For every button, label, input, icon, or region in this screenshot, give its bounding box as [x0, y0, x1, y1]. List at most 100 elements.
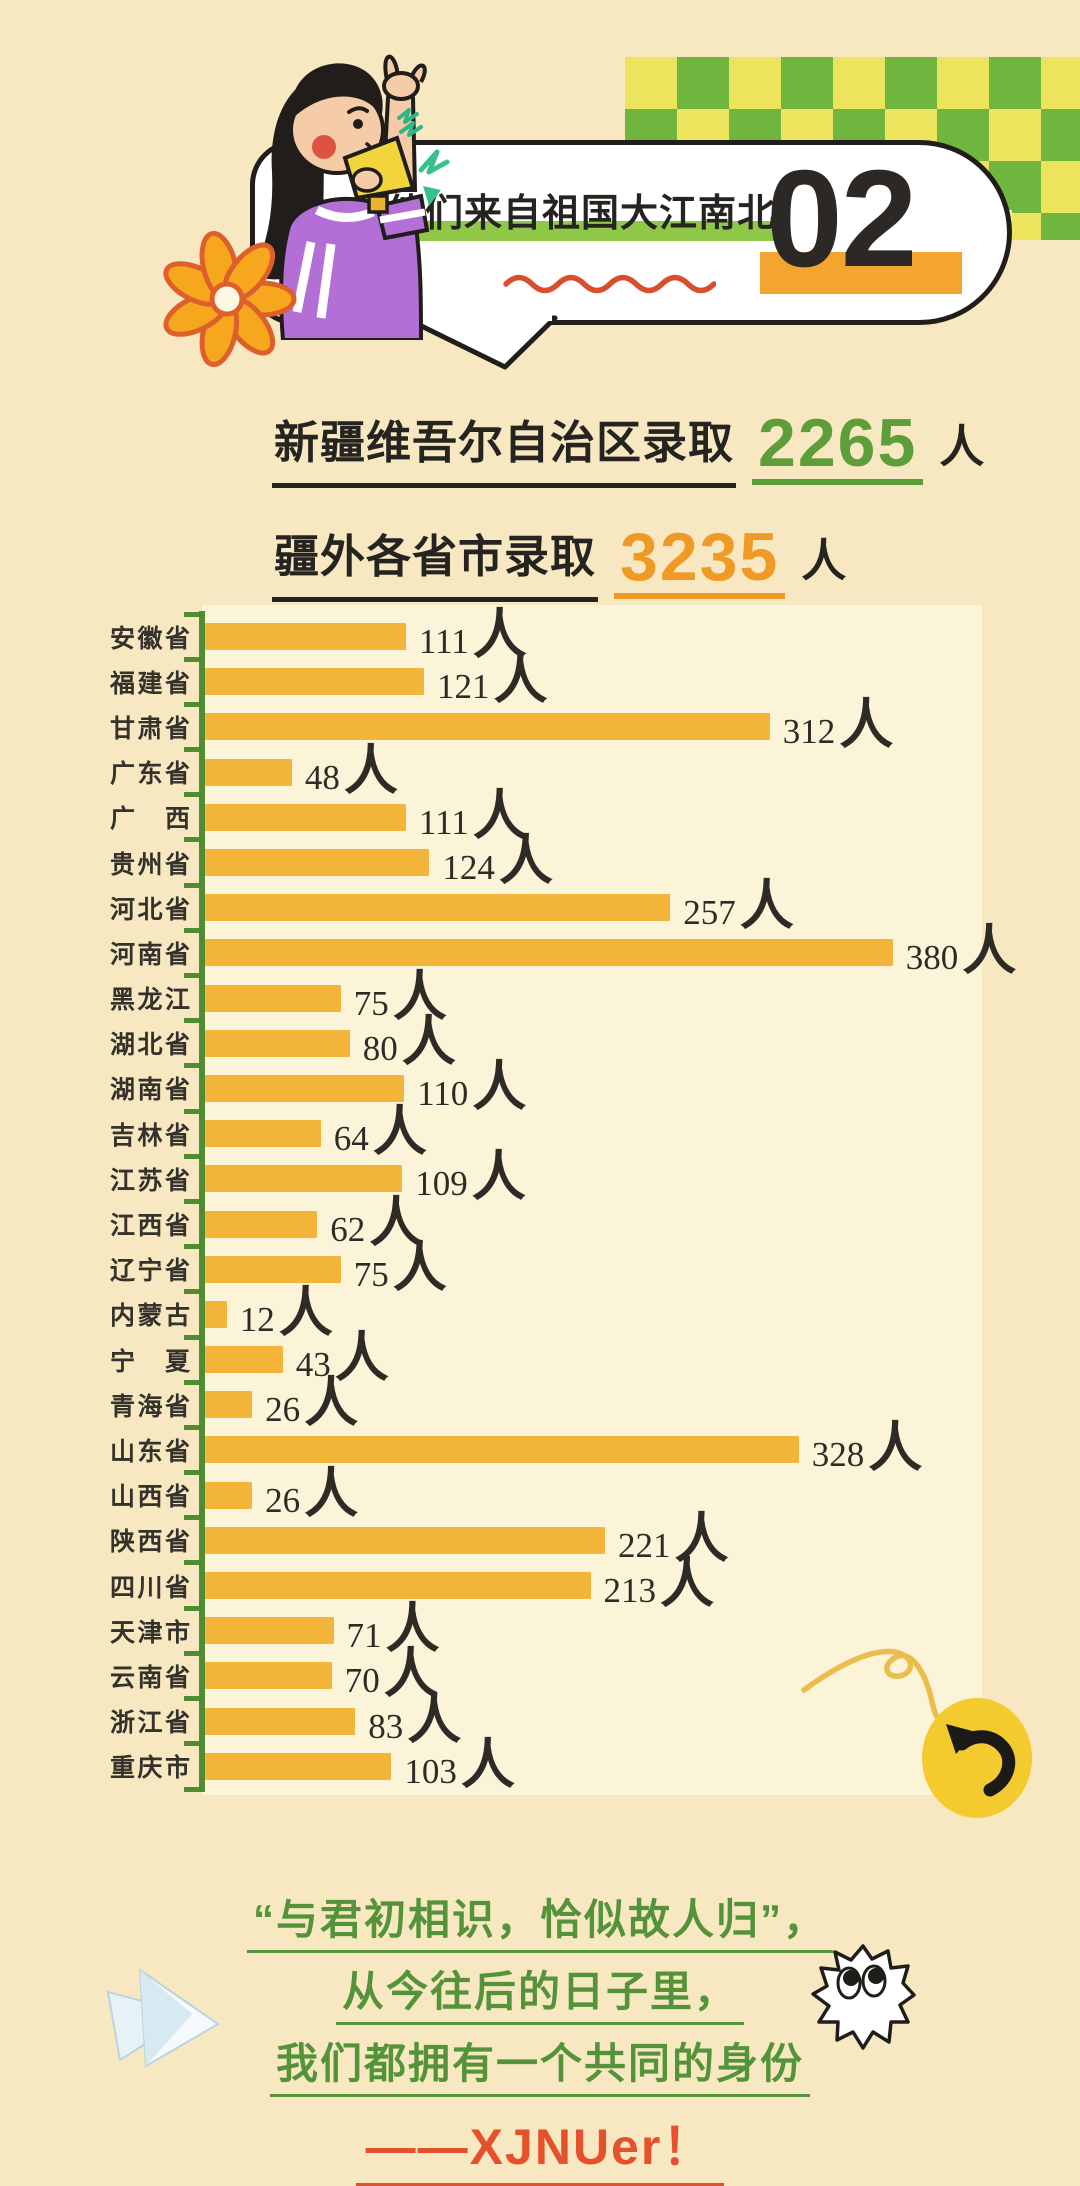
- chart-row: 江西省 62 人: [110, 1192, 1016, 1253]
- category-label: 湖北省: [110, 1031, 190, 1060]
- bar: [205, 1707, 356, 1735]
- yellow-squiggle: [801, 1648, 946, 1729]
- bar: [205, 939, 893, 967]
- section-number: 02: [766, 142, 917, 296]
- axis-tick: [184, 1424, 200, 1430]
- value-label: 380 人: [905, 921, 1017, 982]
- value-label: 221 人: [618, 1508, 729, 1569]
- value-label: 43 人: [295, 1328, 389, 1389]
- chart-row: 天津市 71 人: [110, 1602, 1016, 1656]
- bar: [205, 1300, 227, 1328]
- googly-eyes-icon: [811, 1944, 916, 2050]
- chart-row: 湖南省 110 人: [110, 1060, 1016, 1114]
- bar: [205, 1346, 283, 1374]
- category-label: 云南省: [110, 1663, 190, 1692]
- category-label: 山西省: [110, 1483, 190, 1512]
- bar: [205, 849, 430, 877]
- axis-tick: [184, 1153, 200, 1159]
- axis-tick: [184, 927, 200, 933]
- footer: “与君初相识，恰似故人归”， 从今往后的日子里， 我们都拥有一个共同的身份 ——…: [0, 1886, 1080, 2186]
- category-label: 河南省: [110, 940, 190, 969]
- chart-row: 云南省 70 人: [110, 1644, 1016, 1705]
- value-label: 26 人: [265, 1373, 359, 1434]
- admission-stats: 新疆维吾尔自治区录取 2265 人 疆外各省市录取 3235 人: [272, 402, 984, 630]
- bar: [205, 1572, 591, 1600]
- value-label: 257 人: [683, 876, 794, 937]
- stat-text: 新疆维吾尔自治区录取: [272, 406, 737, 488]
- value-label: 213 人: [603, 1554, 715, 1615]
- bar: [205, 1029, 350, 1057]
- category-label: 贵州省: [110, 850, 190, 879]
- category-label: 安徽省: [110, 624, 190, 653]
- axis-tick: [184, 1018, 200, 1024]
- red-squiggle: [503, 274, 716, 294]
- axis-tick: [184, 973, 200, 978]
- bar: [205, 1752, 392, 1780]
- bar-chart: 安徽省 111 人福建省 121 人甘肃省 312 人广东省 48 人广西 111 人贵州省 124 人…: [110, 608, 1017, 1795]
- value-label: 70 人: [344, 1644, 438, 1705]
- flower-icon: [163, 231, 297, 367]
- axis-tick: [184, 1289, 200, 1295]
- bar: [205, 1481, 253, 1509]
- category-label: 重庆市: [110, 1754, 190, 1783]
- speech-bubble-tail: [402, 305, 558, 370]
- chart-row: 江苏省 109 人: [110, 1150, 1016, 1204]
- chart-row: 湖北省 80 人: [110, 1011, 1016, 1072]
- value-label: 62 人: [330, 1192, 424, 1253]
- axis-tick: [184, 792, 200, 798]
- footer-signature: ——XJNUer！: [0, 2107, 1080, 2186]
- chart-row: 内蒙古 12 人: [110, 1286, 1016, 1340]
- bar: [205, 1210, 318, 1238]
- bar: [205, 1165, 403, 1193]
- axis-tick: [184, 1605, 200, 1611]
- category-label: 吉林省: [110, 1121, 190, 1150]
- axis-tick: [184, 1244, 200, 1250]
- axis-tick: [184, 1786, 200, 1792]
- curved-arrow-icon: [922, 1698, 1032, 1818]
- axis-tick: [184, 1334, 200, 1340]
- chart-row: 宁夏 43 人: [110, 1328, 1016, 1389]
- category-label: 天津市: [110, 1618, 190, 1647]
- chart-row: 广东省 48 人: [110, 740, 1016, 801]
- bar: [205, 1617, 334, 1645]
- category-label: 浙江省: [110, 1709, 190, 1738]
- section-title-text: 他们来自祖国大江南北: [372, 193, 787, 241]
- axis-tick: [184, 1515, 200, 1521]
- category-label: 河北省: [110, 895, 190, 924]
- axis-tick: [184, 701, 200, 707]
- stat-text: 疆外各省市录取: [272, 520, 599, 602]
- chart-row: 黑龙江 75 人: [110, 969, 1016, 1023]
- bar: [205, 758, 292, 786]
- bar: [205, 713, 770, 741]
- axis-tick: [184, 611, 200, 617]
- category-label: 黑龙江: [110, 986, 190, 1015]
- stat-number: 3235: [614, 523, 786, 599]
- footer-line: 从今往后的日子里，: [0, 1958, 1080, 2025]
- value-label: 80 人: [362, 1011, 456, 1072]
- stat-line-outside: 疆外各省市录取 3235 人: [272, 516, 984, 606]
- axis-tick: [184, 747, 200, 753]
- chart-row: 广西 111 人: [110, 789, 1016, 843]
- chart-row: 青海省 26 人: [110, 1373, 1016, 1434]
- value-label: 312 人: [782, 695, 894, 756]
- value-label: 121 人: [437, 650, 548, 711]
- bar: [205, 1436, 799, 1464]
- category-label: 青海省: [110, 1392, 190, 1421]
- stat-unit: 人: [939, 420, 985, 472]
- chart-row: 福建省 121 人: [110, 650, 1016, 711]
- category-label: 辽宁省: [110, 1257, 190, 1286]
- chart-row: 辽宁省 75 人: [110, 1241, 1016, 1295]
- axis-tick: [184, 1696, 200, 1701]
- axis-tick: [184, 837, 200, 843]
- chart-row: 河南省 380 人: [110, 921, 1017, 982]
- category-label: 内蒙古: [110, 1302, 190, 1331]
- section-title: 他们来自祖国大江南北: [372, 190, 787, 241]
- axis-tick: [184, 1379, 200, 1385]
- value-label: 103 人: [404, 1734, 515, 1795]
- axis-tick: [184, 1470, 200, 1476]
- axis-tick: [184, 1063, 200, 1069]
- value-label: 48 人: [304, 740, 398, 801]
- stat-line-xinjiang: 新疆维吾尔自治区录取 2265 人: [272, 402, 984, 492]
- megaphone-girl-illustration: [251, 54, 450, 340]
- bar: [205, 668, 424, 696]
